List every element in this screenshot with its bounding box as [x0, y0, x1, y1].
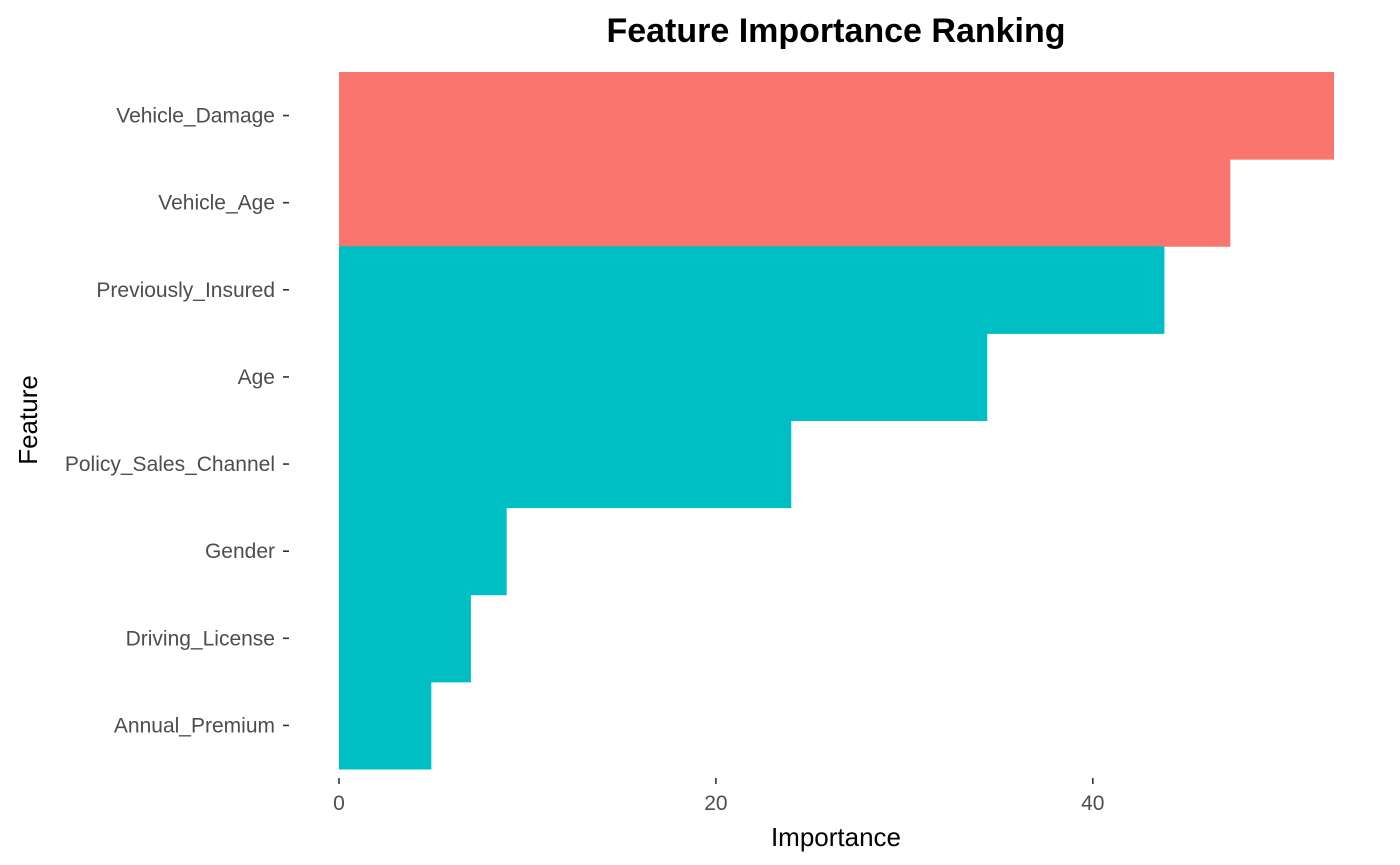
y-tick-label: Vehicle_Damage: [116, 105, 275, 128]
bars-layer: [339, 72, 1334, 770]
bar-age: [339, 333, 988, 421]
x-tick-label: 0: [333, 792, 345, 815]
y-tick-label: Gender: [205, 540, 275, 563]
bar-annual-premium: [339, 681, 432, 770]
y-tick-label: Policy_Sales_Channel: [65, 453, 275, 476]
y-tick-label: Annual_Premium: [114, 714, 275, 737]
x-axis-title: Importance: [771, 822, 901, 852]
x-axis-ticks: 0 20 40: [333, 778, 1104, 815]
y-axis-title: Feature: [13, 375, 43, 465]
bar-driving-license: [339, 594, 471, 683]
bar-vehicle-damage: [339, 72, 1334, 160]
y-tick-label: Vehicle_Age: [158, 192, 275, 215]
y-tick-label: Age: [238, 366, 275, 389]
y-axis-ticks: Vehicle_Damage Vehicle_Age Previously_Insu…: [65, 105, 289, 737]
bar-gender: [339, 507, 507, 596]
bar-policy-sales-channel: [339, 420, 792, 509]
bar-vehicle-age: [339, 159, 1231, 247]
chart-title: Feature Importance Ranking: [606, 12, 1065, 50]
x-tick-label: 20: [704, 792, 727, 815]
y-tick-label: Previously_Insured: [96, 279, 275, 302]
bar-previously-insured: [339, 246, 1165, 334]
y-tick-label: Driving_License: [126, 627, 275, 650]
x-tick-label: 40: [1081, 792, 1104, 815]
